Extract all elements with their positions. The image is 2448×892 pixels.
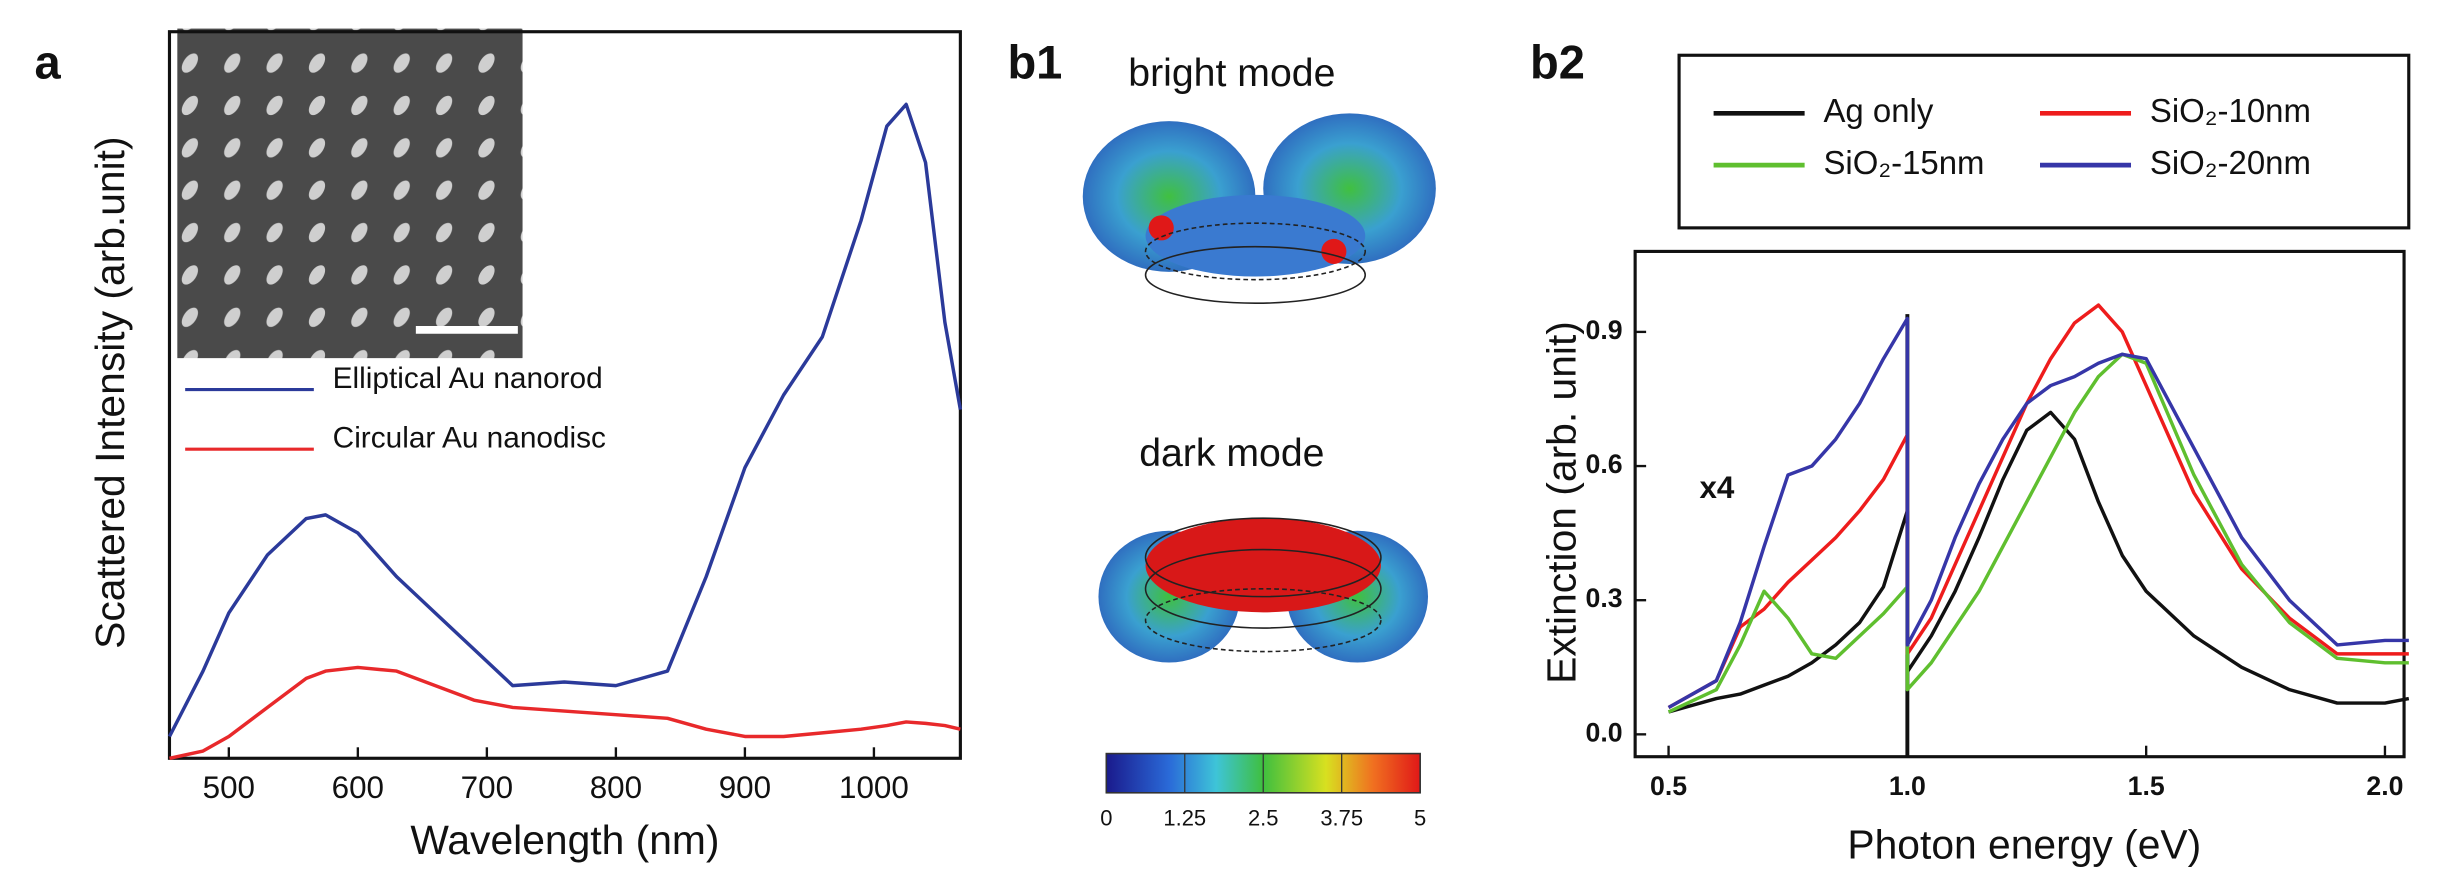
x-tick-label: 0.5 — [1650, 771, 1687, 801]
x-axis-label: Wavelength (nm) — [410, 817, 719, 863]
series-line — [169, 665, 961, 760]
panel-label: a — [35, 36, 62, 89]
colorbar-tick-label: 1.25 — [1163, 805, 1206, 830]
series-line — [1667, 352, 2409, 714]
y-axis-label: Extinction (arb. unit) — [1538, 321, 1584, 684]
legend-label: SiO₂-15nm — [1823, 144, 1984, 181]
legend-box — [1677, 53, 2411, 230]
panel-label: b2 — [1530, 36, 1585, 89]
series-line — [1668, 410, 2410, 714]
legend-label: Ag only — [1823, 92, 1933, 129]
y-tick-label: 0.0 — [1586, 717, 1623, 747]
series-line — [167, 102, 963, 738]
sem-inset — [177, 28, 523, 359]
series-line — [1667, 316, 2409, 710]
x-axis-label: Photon energy (eV) — [1847, 822, 2201, 868]
mode-label: dark mode — [1139, 431, 1324, 475]
series-line — [1667, 303, 2409, 710]
colorbar-tick-label: 5 — [1414, 805, 1426, 830]
legend-label: Circular Au nanodisc — [333, 422, 606, 455]
annotation: x4 — [1699, 470, 1734, 505]
plot-frame — [1633, 249, 2406, 759]
x-tick-label: 800 — [590, 770, 642, 805]
x-tick-label: 1000 — [839, 770, 909, 805]
x-tick-label: 900 — [719, 770, 771, 805]
legend-label: SiO₂-20nm — [2150, 144, 2311, 181]
mode-label: bright mode — [1128, 51, 1335, 95]
y-axis-label: Scattered Intensity (arb.unit) — [87, 136, 133, 648]
dark-mode-render — [1098, 517, 1428, 663]
x-tick-label: 500 — [203, 770, 255, 805]
legend-label: Elliptical Au nanorod — [333, 362, 603, 395]
x-tick-label: 700 — [461, 770, 513, 805]
y-tick-label: 0.6 — [1586, 449, 1623, 479]
colorbar-tick-label: 0 — [1100, 805, 1112, 830]
plot-frame — [167, 30, 962, 760]
colorbar-tick-label: 2.5 — [1248, 805, 1279, 830]
panel-label: b1 — [1007, 36, 1062, 89]
y-tick-label: 0.3 — [1586, 583, 1623, 613]
x-tick-label: 1.0 — [1889, 771, 1926, 801]
y-tick-label: 0.9 — [1586, 315, 1623, 345]
legend-label: SiO₂-10nm — [2150, 92, 2311, 129]
x-tick-label: 1.5 — [2128, 771, 2165, 801]
x-tick-label: 2.0 — [2366, 771, 2403, 801]
x-tick-label: 600 — [332, 770, 384, 805]
bright-mode-render — [1082, 113, 1436, 304]
colorbar-tick-label: 3.75 — [1320, 805, 1363, 830]
